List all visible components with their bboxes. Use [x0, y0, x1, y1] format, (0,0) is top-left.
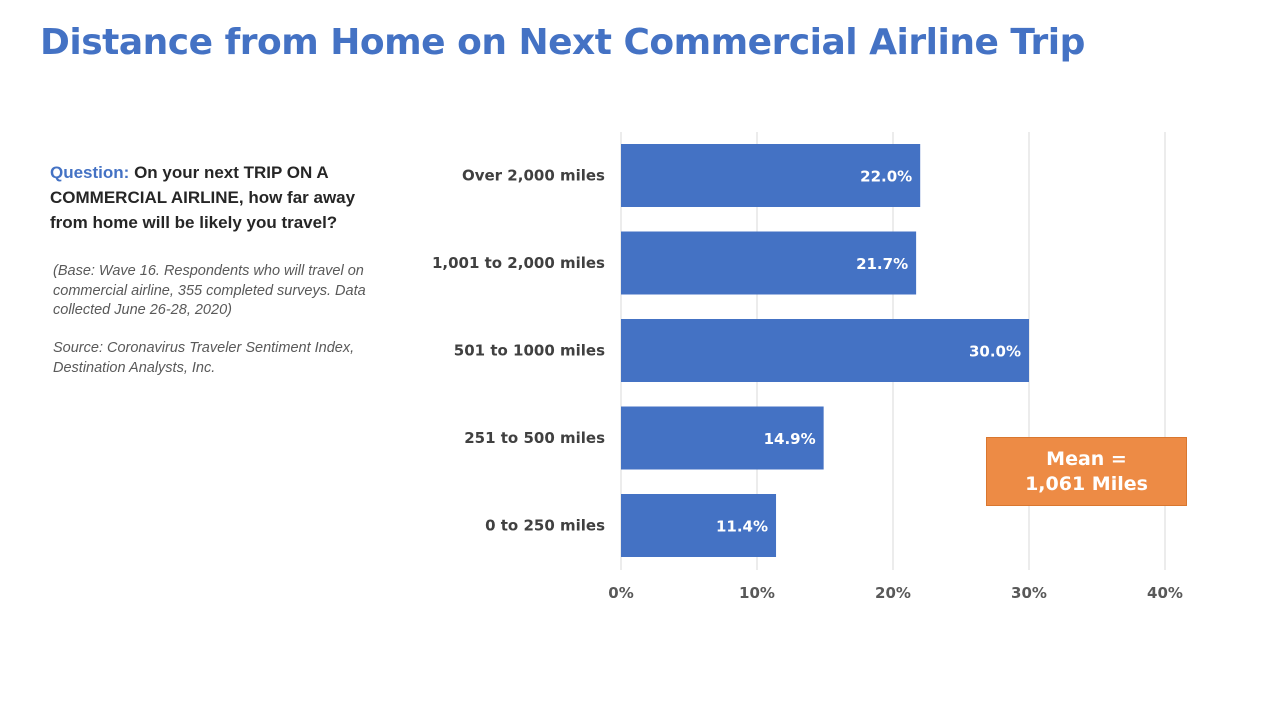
x-tick-label: 30%	[1011, 584, 1047, 602]
mean-callout: Mean = 1,061 Miles	[986, 437, 1187, 506]
data-label: 21.7%	[856, 255, 908, 273]
question-label: Question:	[50, 163, 130, 182]
data-label: 11.4%	[716, 518, 768, 536]
x-tick-label: 0%	[608, 584, 633, 602]
bar	[621, 406, 824, 470]
mean-callout-line1: Mean =	[1046, 447, 1127, 470]
data-label: 14.9%	[764, 430, 816, 448]
bar	[621, 494, 777, 557]
x-tick-label: 10%	[739, 584, 775, 602]
bar	[621, 319, 1029, 382]
mean-callout-line2: 1,061 Miles	[1025, 472, 1148, 495]
bar	[621, 144, 921, 207]
bar	[621, 231, 917, 295]
base-note: (Base: Wave 16. Respondents who will tra…	[53, 263, 366, 318]
category-label: Over 2,000 miles	[462, 167, 605, 185]
x-tick-label: 20%	[875, 584, 911, 602]
data-label: 22.0%	[860, 168, 912, 186]
category-label: 501 to 1000 miles	[454, 342, 605, 360]
page-title: Distance from Home on Next Commercial Ai…	[40, 22, 1085, 63]
category-label: 251 to 500 miles	[464, 429, 605, 447]
question-body: On your next TRIP ON A COMMERCIAL AIRLIN…	[50, 163, 356, 232]
source-note: Source: Coronavirus Traveler Sentiment I…	[53, 340, 355, 376]
question-text: Question: On your next TRIP ON A COMMERC…	[50, 160, 390, 235]
x-tick-label: 40%	[1147, 584, 1183, 602]
category-label: 1,001 to 2,000 miles	[432, 254, 605, 272]
data-label: 30.0%	[969, 343, 1021, 361]
category-label: 0 to 250 miles	[485, 517, 605, 535]
